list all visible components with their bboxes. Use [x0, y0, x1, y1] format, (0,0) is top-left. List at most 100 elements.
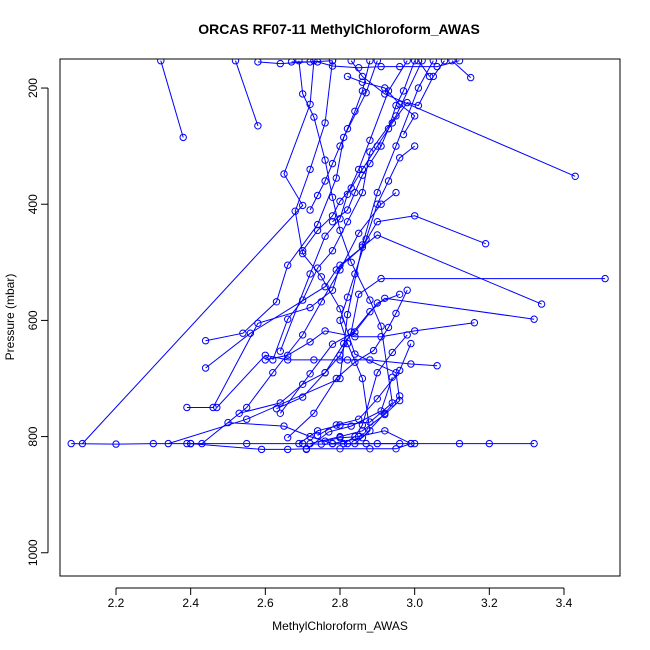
data-point	[425, 72, 434, 81]
data-point	[377, 322, 385, 330]
data-point	[351, 328, 359, 336]
data-point	[284, 351, 292, 359]
data-point	[299, 393, 307, 401]
data-point	[366, 308, 374, 316]
data-point	[351, 107, 359, 116]
data-point	[392, 142, 400, 150]
data-point	[429, 59, 437, 65]
series-line	[272, 60, 423, 361]
data-point	[310, 356, 318, 364]
x-tick-label: 3.2	[481, 596, 498, 610]
data-point	[280, 170, 288, 178]
data-point	[306, 439, 314, 448]
series-27	[336, 142, 419, 448]
data-point	[284, 356, 292, 364]
series-line	[332, 395, 401, 445]
plot-frame	[59, 58, 621, 577]
data-point	[313, 427, 322, 435]
data-point	[183, 439, 191, 448]
data-point	[403, 59, 411, 65]
series-line	[71, 443, 535, 445]
data-point	[448, 59, 456, 65]
data-point	[336, 261, 344, 269]
data-point	[355, 290, 363, 298]
data-point	[601, 274, 609, 283]
data-point	[336, 434, 344, 442]
data-point	[571, 172, 579, 181]
data-point	[362, 439, 370, 448]
data-point	[377, 62, 385, 71]
series-7	[201, 59, 381, 345]
data-point	[328, 439, 337, 448]
series-line	[186, 192, 397, 445]
data-point	[246, 329, 255, 337]
data-point	[179, 133, 187, 142]
data-point	[343, 310, 352, 319]
data-point	[257, 445, 266, 454]
data-point	[351, 439, 359, 448]
data-point	[396, 366, 404, 375]
data-point	[384, 177, 393, 185]
data-point	[78, 439, 87, 448]
data-point	[343, 356, 352, 364]
data-point	[388, 348, 396, 357]
data-point	[332, 174, 340, 182]
data-point	[198, 439, 206, 448]
data-point	[343, 339, 352, 348]
data-point	[306, 100, 314, 109]
data-point	[310, 59, 318, 65]
data-point	[328, 212, 337, 220]
data-point	[310, 113, 318, 121]
series-line	[343, 334, 408, 445]
data-point	[336, 356, 344, 364]
y-axis: 200 400 600 800 1000	[26, 78, 49, 566]
data-point	[306, 165, 314, 174]
data-point	[433, 62, 441, 71]
data-point	[254, 59, 262, 66]
x-tick-label: 3.4	[556, 596, 573, 610]
data-point	[213, 403, 221, 412]
data-point	[366, 136, 374, 145]
series-24	[321, 427, 415, 448]
data-point	[373, 142, 381, 150]
data-point	[411, 112, 419, 120]
data-point	[201, 337, 210, 345]
data-point	[396, 290, 404, 298]
data-point	[261, 351, 269, 359]
data-point	[362, 89, 370, 97]
data-point	[280, 422, 288, 430]
series-line	[82, 60, 315, 444]
data-point	[209, 403, 217, 412]
data-point	[313, 226, 322, 235]
data-point	[396, 62, 404, 71]
data-point	[377, 274, 385, 283]
data-point	[396, 439, 404, 448]
series-line	[294, 60, 401, 445]
series-9	[213, 351, 441, 412]
data-point	[351, 432, 359, 441]
data-point	[455, 439, 464, 448]
data-point	[481, 240, 490, 248]
data-point	[373, 395, 381, 403]
series-line	[306, 377, 393, 450]
data-point	[355, 64, 363, 72]
data-point	[313, 191, 322, 200]
series-25	[328, 392, 404, 448]
data-point	[235, 409, 243, 417]
series-line	[205, 215, 486, 369]
data-point	[377, 142, 385, 150]
series-20	[295, 59, 396, 448]
data-point	[269, 356, 277, 364]
data-point	[302, 445, 311, 454]
x-axis: 2.2 2.4 2.6 2.8 3.0 3.2 3.4	[108, 587, 573, 610]
data-point	[433, 362, 441, 370]
data-point	[377, 333, 385, 341]
data-point	[355, 415, 363, 423]
series-26	[340, 331, 411, 448]
chart-title: ORCAS RF07-11 MethylChloroform_AWAS	[198, 21, 480, 37]
series-line	[350, 60, 576, 177]
data-point	[530, 315, 538, 323]
series-line	[276, 297, 535, 410]
data-point	[485, 439, 493, 448]
